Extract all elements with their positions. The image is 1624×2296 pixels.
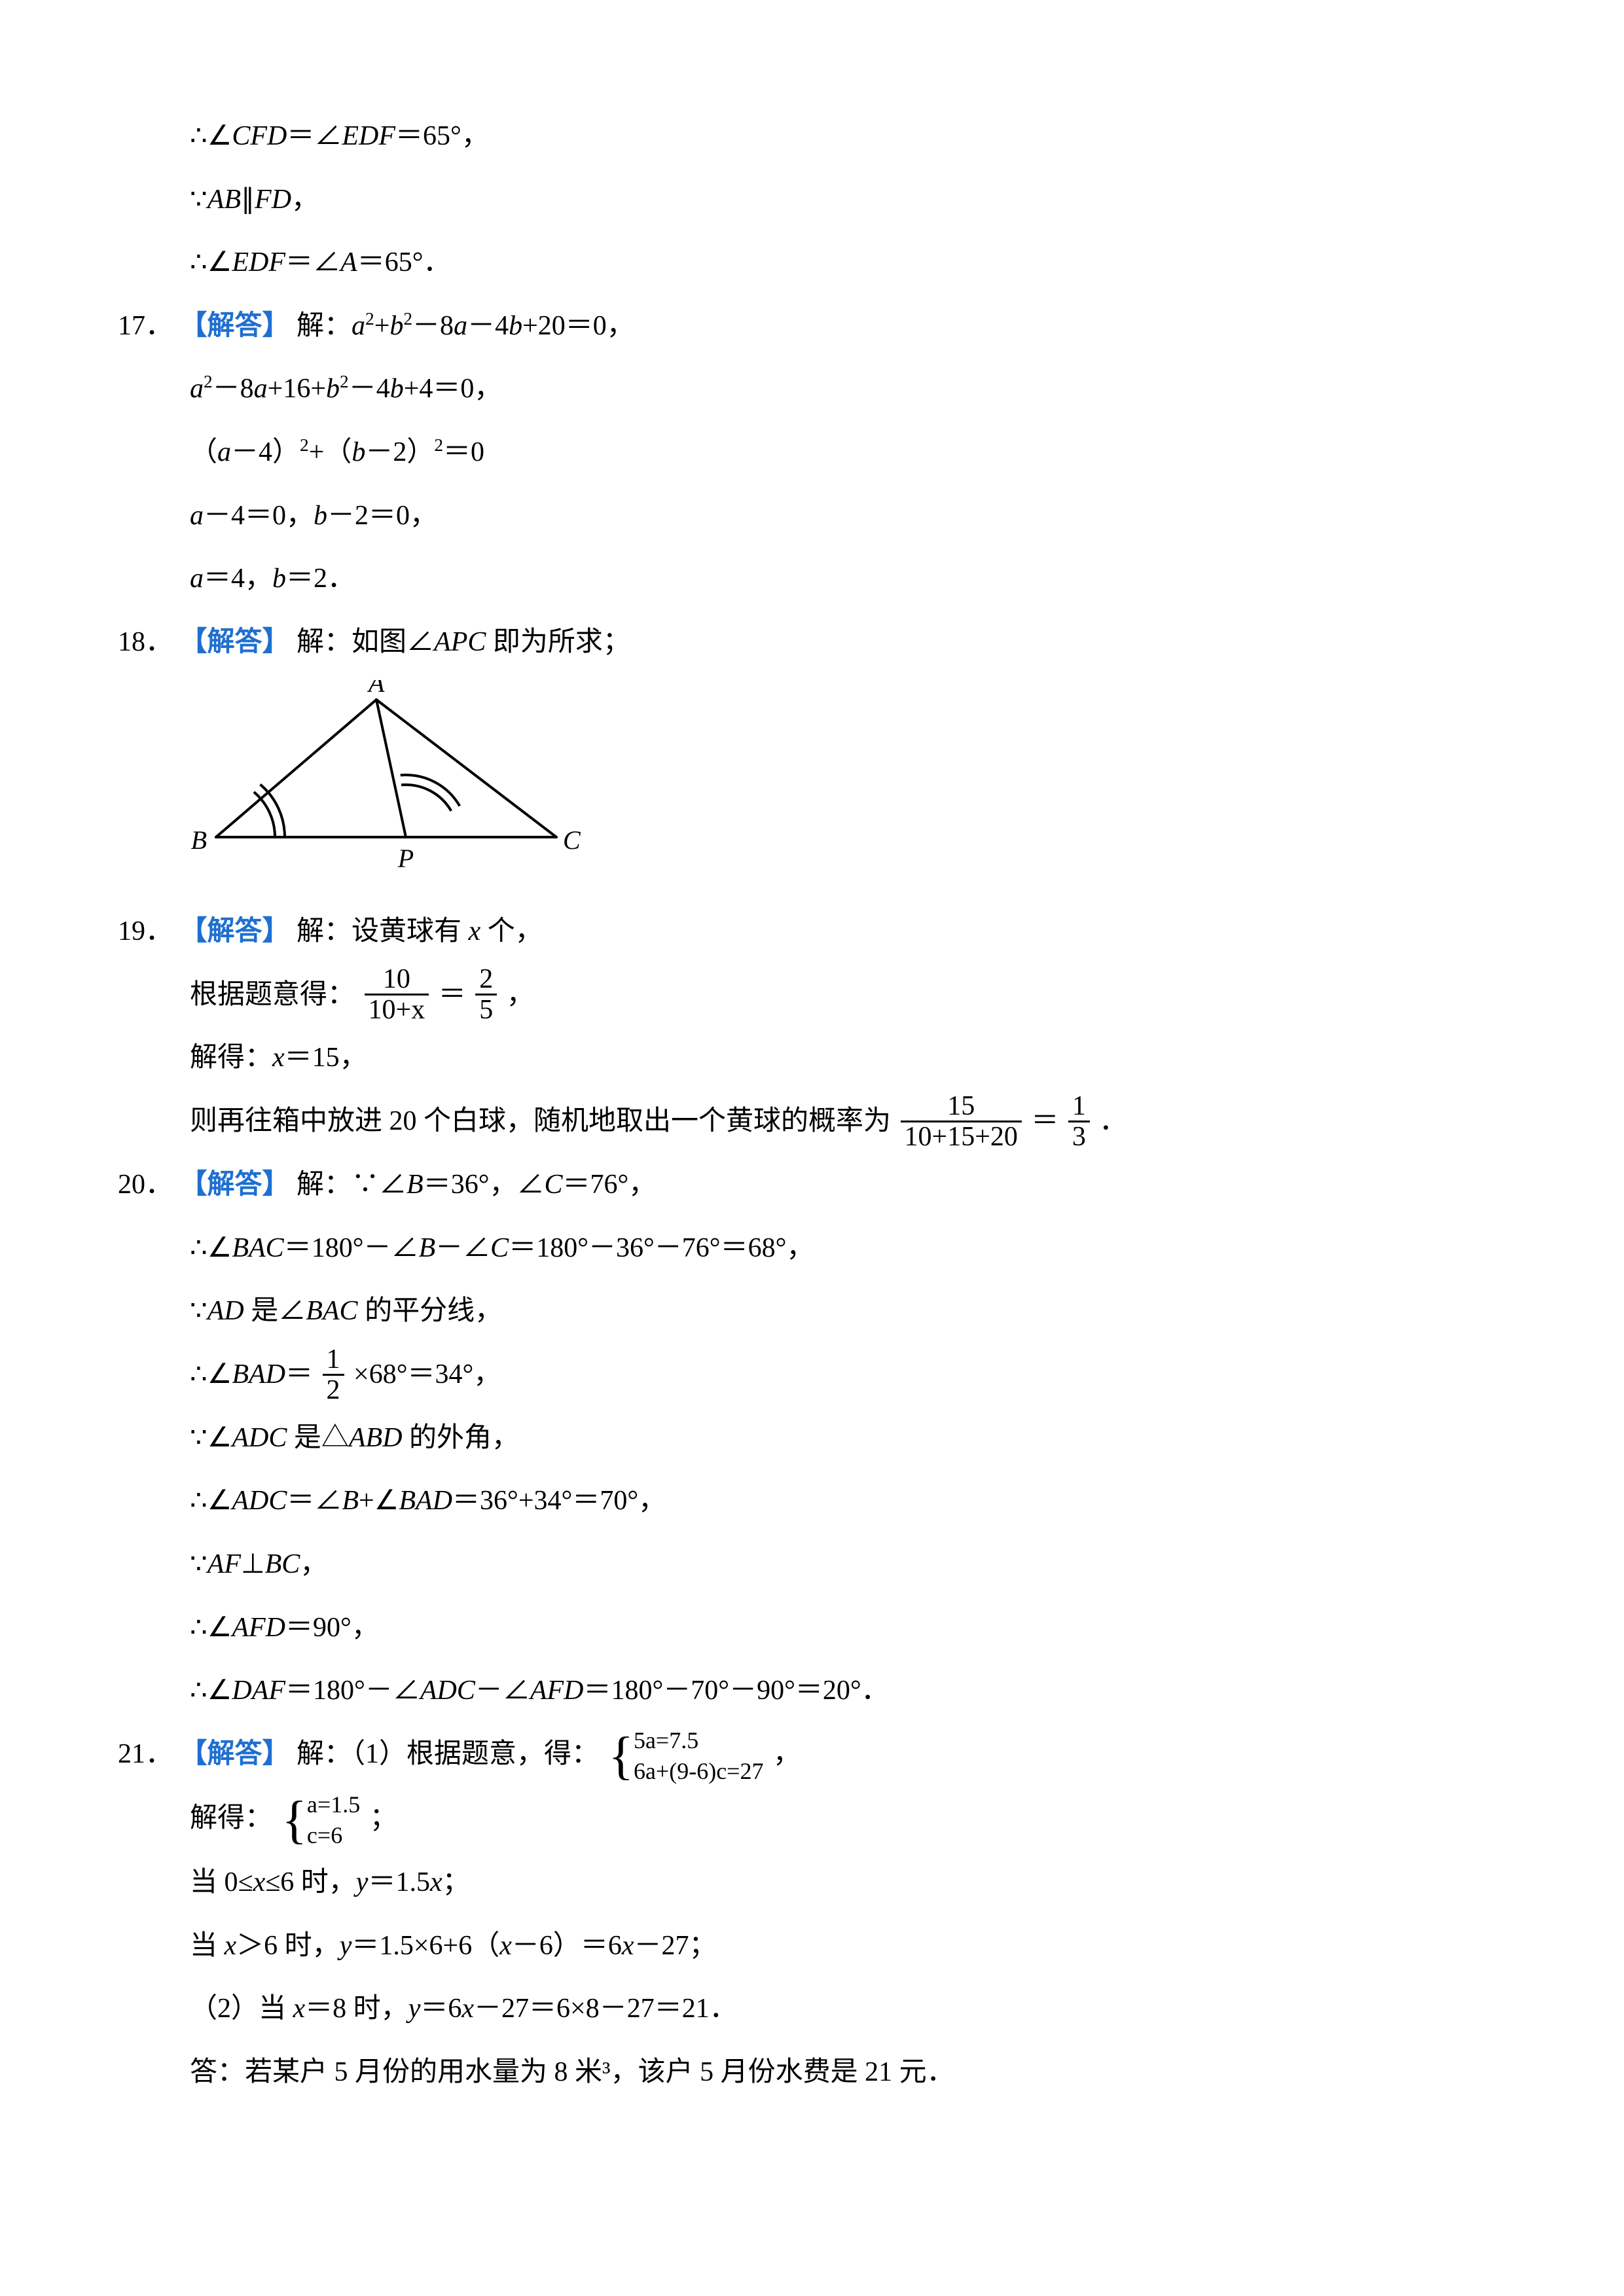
q17-result: a＝4，b＝2． xyxy=(190,547,1506,611)
q19-eq-prefix: 根据题意得： xyxy=(190,980,355,1010)
q19-prob-prefix: 则再往箱中放进 20 个白球，随机地取出一个黄球的概率为 xyxy=(190,1106,891,1136)
q18-head: 18． 【解答】 解：如图∠APC 即为所求； xyxy=(118,611,1506,674)
fraction-10-over-10x: 10 10+x xyxy=(365,965,429,1024)
svg-text:B: B xyxy=(191,825,207,855)
q20-daf: ∴∠DAF＝180°－∠ADC－∠AFD＝180°－70°－90°＝20°． xyxy=(190,1659,1506,1723)
line-edf-a: ∴∠EDF＝∠A＝65°． xyxy=(190,231,1506,295)
q17-number: 17． xyxy=(118,311,173,341)
q17-step1: a2－8a+16+b2－4b+4＝0， xyxy=(190,357,1506,421)
q21-solve-prefix: 解得： xyxy=(190,1803,272,1833)
q20-ad-bisector: ∵AD 是∠BAC 的平分线， xyxy=(190,1280,1506,1343)
svg-text:P: P xyxy=(397,844,414,870)
q19-solve: 解得：x＝15， xyxy=(190,1026,1506,1090)
q21-case2: 当 x＞6 时，y＝1.5×6+6（x－6）＝6x－27； xyxy=(190,1914,1506,1978)
q21-number: 21． xyxy=(118,1739,173,1769)
q17-head: 17． 【解答】 解：a2+b2－8a－4b+20＝0， xyxy=(118,295,1506,358)
line-ab-parallel-fd: ∵AB∥FD， xyxy=(190,168,1506,232)
fraction-1-3: 1 3 xyxy=(1068,1092,1090,1151)
system-2: { a=1.5 c=6 xyxy=(282,1789,361,1851)
fraction-15-over-45: 15 10+15+20 xyxy=(901,1092,1022,1151)
q20-af-perp: ∵AF⊥BC， xyxy=(190,1533,1506,1596)
q19-head: 19． 【解答】 解：设黄球有 x 个， xyxy=(118,900,1506,963)
triangle-diagram: A B C P xyxy=(190,680,583,870)
q21-prefix: 解：（1）根据题意，得： xyxy=(297,1739,599,1769)
q20-bac: ∴∠BAC＝180°－∠B－∠C＝180°－36°－76°＝68°， xyxy=(190,1217,1506,1280)
q18-number: 18． xyxy=(118,627,173,657)
q21-case1: 当 0≤x≤6 时，y＝1.5x； xyxy=(190,1851,1506,1914)
answer-tag: 【解答】 xyxy=(180,916,290,946)
sys2-row2: c=6 xyxy=(307,1820,360,1851)
q19-number: 19． xyxy=(118,916,173,946)
sys1-row1: 5a=7.5 xyxy=(634,1725,764,1756)
svg-text:C: C xyxy=(563,825,581,855)
q17-step2: （a－4）2+（b－2）2＝0 xyxy=(190,421,1506,484)
q20-bad: ∴∠BAD＝ 1 2 ×68°＝34°， xyxy=(190,1343,1506,1407)
system-1: { 5a=7.5 6a+(9-6)c=27 xyxy=(609,1725,764,1787)
q21-answer: 答：若某户 5 月份的用水量为 8 米³，该户 5 月份水费是 21 元． xyxy=(190,2041,1506,2104)
q19-prob: 则再往箱中放进 20 个白球，随机地取出一个黄球的概率为 15 10+15+20… xyxy=(190,1090,1506,1153)
fraction-2-5: 2 5 xyxy=(475,965,497,1024)
answer-tag: 【解答】 xyxy=(180,1739,290,1769)
sys2-row1: a=1.5 xyxy=(307,1789,360,1820)
q19-equation: 根据题意得： 10 10+x ＝ 2 5 ， xyxy=(190,963,1506,1027)
q20-adc-val: ∴∠ADC＝∠B+∠BAD＝36°+34°＝70°， xyxy=(190,1469,1506,1533)
q20-head: 20． 【解答】 解：∵∠B＝36°，∠C＝76°， xyxy=(118,1153,1506,1217)
q21-solve-sys: 解得： { a=1.5 c=6 ； xyxy=(190,1787,1506,1851)
q18-figure: A B C P xyxy=(190,680,1506,893)
q21-part2: （2）当 x＝8 时，y＝6x－27＝6×8－27＝21． xyxy=(190,1977,1506,2041)
answer-tag: 【解答】 xyxy=(180,311,290,341)
q21-head: 21． 【解答】 解：（1）根据题意，得： { 5a=7.5 6a+(9-6)c… xyxy=(118,1723,1506,1787)
fraction-1-2: 1 2 xyxy=(323,1345,344,1405)
q20-number: 20． xyxy=(118,1170,173,1200)
answer-tag: 【解答】 xyxy=(180,1170,290,1200)
sys1-row2: 6a+(9-6)c=27 xyxy=(634,1756,764,1787)
line-cfd-edf: ∴∠CFD＝∠EDF＝65°， xyxy=(190,105,1506,168)
page: ∴∠CFD＝∠EDF＝65°， ∵AB∥FD， ∴∠EDF＝∠A＝65°． 17… xyxy=(0,0,1624,2296)
svg-text:A: A xyxy=(367,680,385,698)
q20-adc-ext: ∵∠ADC 是△ABD 的外角， xyxy=(190,1407,1506,1470)
q20-afd: ∴∠AFD＝90°， xyxy=(190,1596,1506,1660)
q17-step3: a－4＝0，b－2＝0， xyxy=(190,484,1506,548)
answer-tag: 【解答】 xyxy=(180,627,290,657)
